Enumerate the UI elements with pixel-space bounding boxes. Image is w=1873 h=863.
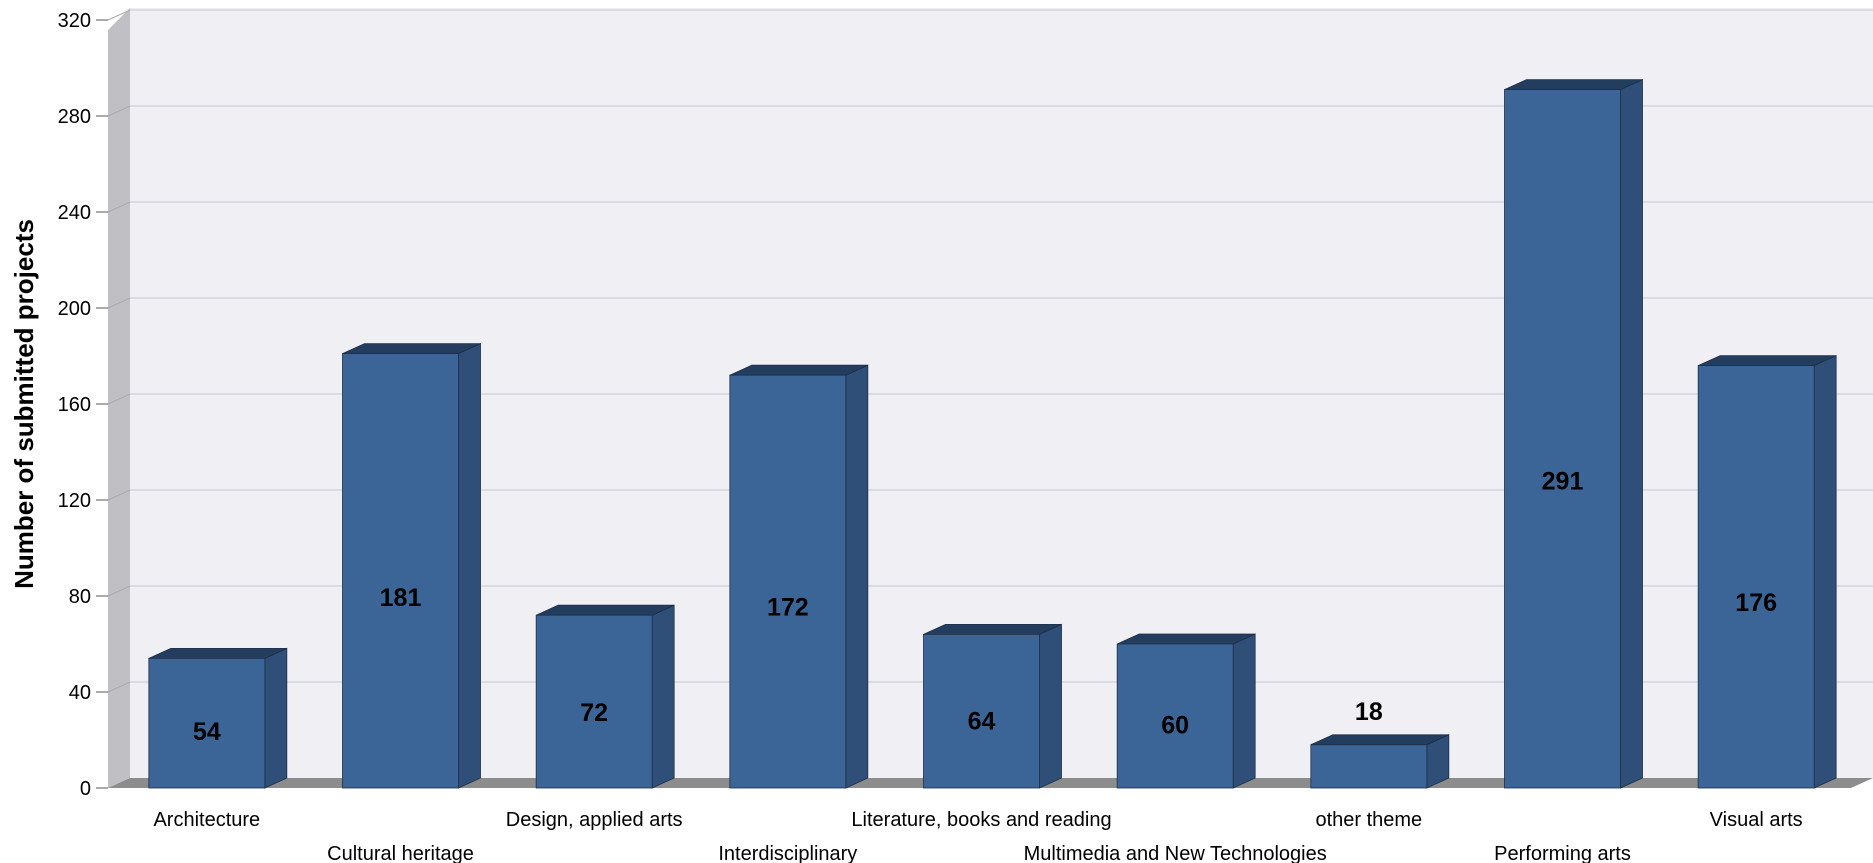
chart-left-wall (108, 8, 130, 788)
bar-front (923, 634, 1040, 789)
x-category-label: Multimedia and New Technologies (1024, 843, 1327, 863)
bar-front (1310, 744, 1428, 789)
x-category-label: Literature, books and reading (851, 809, 1111, 831)
bar: 172 (729, 364, 869, 789)
y-tick-label: 240 (58, 202, 91, 224)
bar-top (1117, 633, 1256, 645)
x-axis-category-labels: Architecture Cultural heritage Design, app… (153, 809, 1802, 863)
x-category-label: Visual arts (1710, 809, 1803, 831)
bar-front (342, 353, 459, 789)
x-category-label: Interdisciplinary (718, 843, 857, 863)
bar-front (1697, 365, 1815, 789)
bar-side (264, 647, 288, 789)
bar-side (458, 342, 481, 789)
bar-top (1504, 79, 1643, 90)
bars: 54 181 72 172 64 60 18 291 176 (148, 78, 1837, 789)
bar-side (1232, 633, 1256, 789)
bar-value-label: 60 (1161, 712, 1189, 740)
bar: 291 (1504, 78, 1643, 789)
bar-side (1620, 78, 1643, 789)
y-tick-label: 120 (58, 490, 91, 512)
x-category-label: Architecture (153, 809, 260, 831)
gridline-wall (107, 297, 131, 309)
bar: 181 (342, 342, 481, 789)
gridline-wall (107, 585, 131, 597)
bar-front (729, 374, 847, 789)
bar-top (923, 624, 1062, 635)
bar: 64 (923, 623, 1062, 789)
y-tick-label: 160 (58, 394, 91, 416)
bar: 60 (1116, 633, 1256, 789)
y-tick-label: 40 (69, 682, 91, 704)
bar-front (535, 614, 653, 789)
bar-top (148, 648, 287, 659)
bar-side (651, 604, 675, 789)
gridline-wall (107, 393, 131, 405)
gridline-wall (107, 489, 131, 501)
gridline-wall (107, 201, 131, 213)
bar-top (1310, 734, 1449, 746)
bar-top (729, 364, 868, 376)
bar-value-label: 54 (193, 718, 221, 746)
bar-value-label: 64 (968, 707, 996, 735)
bar-front (1504, 89, 1621, 789)
bar-side (1039, 623, 1062, 789)
gridline-wall (107, 9, 131, 21)
x-category-label: Cultural heritage (327, 843, 474, 863)
bar-value-label: 72 (580, 699, 608, 727)
bar-top (536, 604, 675, 616)
bar-value-label: 181 (380, 584, 422, 612)
y-tick-label: 200 (58, 298, 91, 320)
y-axis-label: Number of submitted projects (9, 219, 39, 589)
bar-side (1813, 354, 1837, 789)
bar-side (845, 364, 869, 789)
y-tick-label: 280 (58, 106, 91, 128)
gridline-wall (107, 105, 131, 117)
x-category-label: Design, applied arts (506, 809, 683, 831)
bar-front (1116, 643, 1234, 789)
y-tick-label: 80 (69, 586, 91, 608)
y-tick-label: 0 (80, 778, 91, 800)
bar-top (342, 343, 481, 355)
bar: 18 (1310, 698, 1450, 789)
bar-front (148, 658, 266, 789)
bar-value-label: 172 (767, 593, 809, 621)
bar-value-label: 176 (1735, 589, 1777, 617)
x-category-label: other theme (1315, 809, 1422, 831)
bar: 72 (535, 604, 675, 789)
bar-value-label: 18 (1355, 698, 1383, 726)
bar: 176 (1697, 354, 1837, 789)
bar-value-label: 291 (1542, 468, 1584, 496)
y-tick-label: 320 (58, 10, 91, 32)
y-axis-ticks: 0 40 80 120 160 200 240 280 320 (58, 10, 108, 800)
bar-top (1698, 355, 1837, 367)
gridline-wall (107, 681, 131, 693)
x-category-label: Performing arts (1494, 843, 1631, 863)
bar: 54 (148, 647, 288, 789)
